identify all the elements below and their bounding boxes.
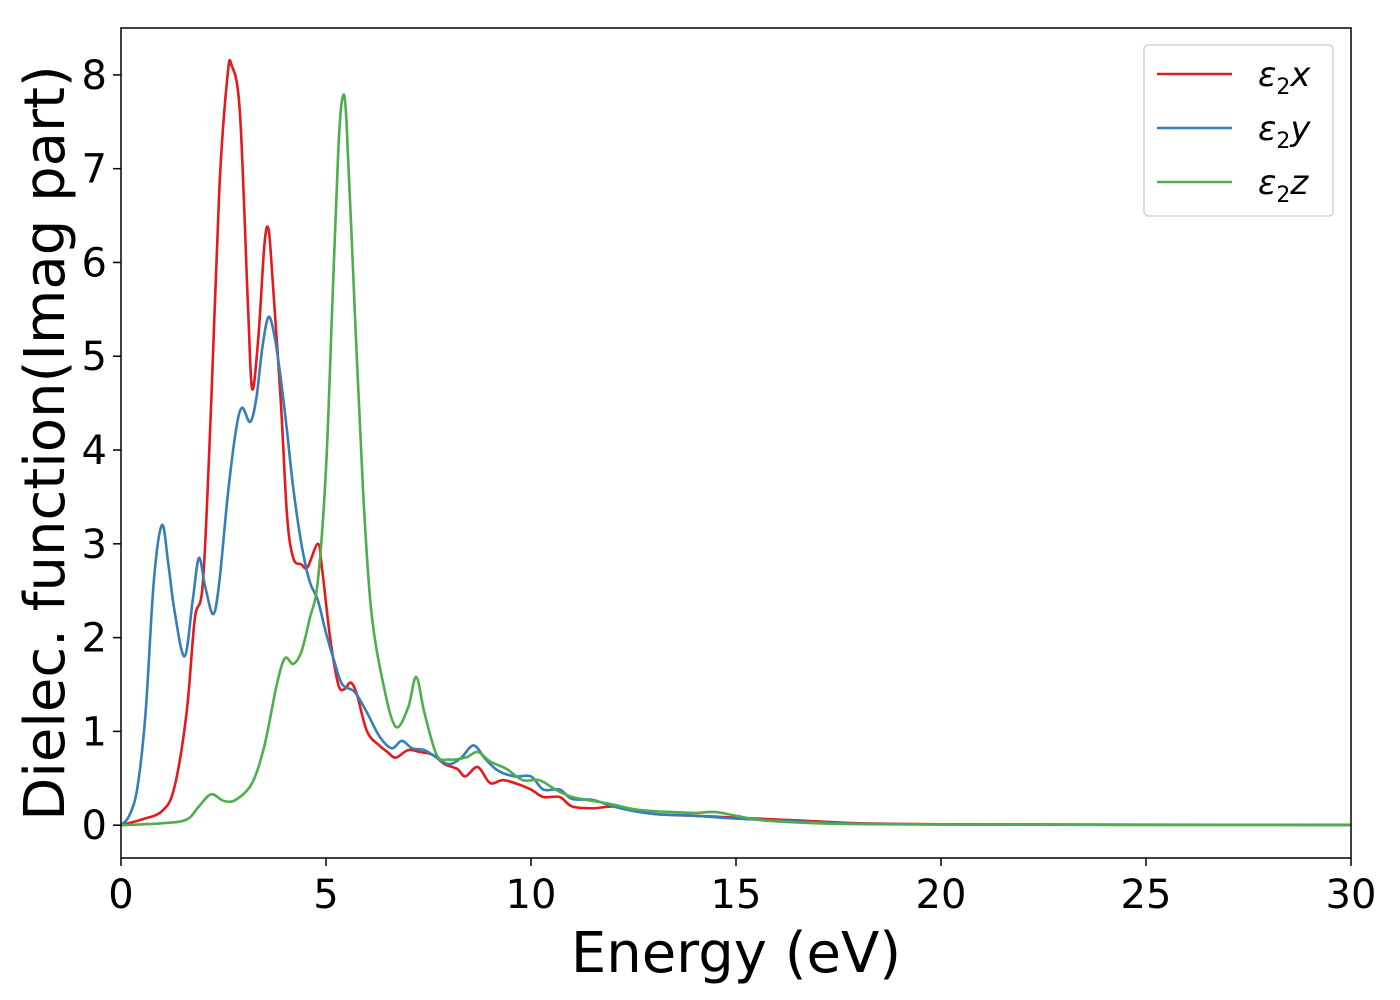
legend: ε2x ε2y ε2z xyxy=(1143,44,1334,217)
ticks-layer: 0 5 10 15 20 25 30 0 1 2 3 4 5 6 7 8 xyxy=(82,53,1377,918)
y-tick-label: 8 xyxy=(82,53,107,99)
x-axis-label: Energy (eV) xyxy=(571,921,901,986)
x-tick-label: 30 xyxy=(1326,872,1377,918)
y-tick-label: 1 xyxy=(82,709,107,755)
y-tick-label: 0 xyxy=(82,803,107,849)
y-tick-label: 3 xyxy=(82,522,107,568)
series-line-z xyxy=(121,93,1351,827)
series-layer xyxy=(121,58,1351,827)
legend-label-x: ε2x xyxy=(1258,55,1311,100)
y-tick-label: 5 xyxy=(82,334,107,380)
x-tick-label: 10 xyxy=(506,872,557,918)
series-line-y xyxy=(121,315,1351,827)
x-tick-label: 5 xyxy=(313,872,338,918)
y-tick-label: 2 xyxy=(82,616,107,662)
x-tick-label: 20 xyxy=(916,872,967,918)
x-tick-label: 25 xyxy=(1121,872,1172,918)
y-tick-label: 6 xyxy=(82,240,107,286)
x-tick-label: 15 xyxy=(711,872,762,918)
y-tick-label: 7 xyxy=(82,147,107,193)
legend-label-y: ε2y xyxy=(1258,109,1311,154)
x-tick-label: 0 xyxy=(108,872,133,918)
legend-label-z: ε2z xyxy=(1258,163,1309,208)
legend-box xyxy=(1143,44,1334,217)
y-tick-label: 4 xyxy=(82,428,107,474)
y-axis-label: Dielec. function(Imag part) xyxy=(13,65,78,821)
